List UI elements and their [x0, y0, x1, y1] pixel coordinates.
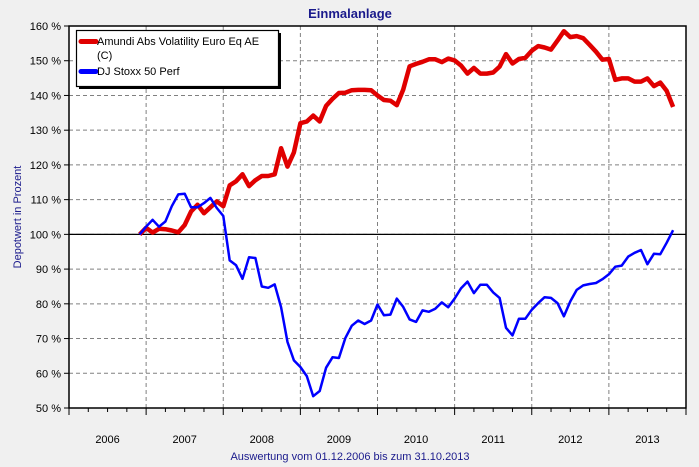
y-tick-label: 70 % — [36, 334, 61, 346]
x-tick-label: 2007 — [172, 434, 196, 446]
x-tick-label: 2011 — [481, 434, 505, 446]
y-tick-label: 110 % — [31, 195, 62, 207]
x-tick-label: 2010 — [404, 434, 428, 446]
x-tick-label: 2008 — [250, 434, 274, 446]
x-tick-label: 2009 — [327, 434, 351, 446]
y-tick-label: 60 % — [36, 368, 61, 380]
y-tick-label: 90 % — [36, 264, 61, 276]
legend-box — [75, 29, 280, 88]
y-tick-label: 50 % — [36, 403, 61, 415]
series-line-stoxx — [138, 192, 675, 398]
legend-label-amundi: Amundi Abs Volatility Euro Eq AE (C) — [97, 36, 259, 62]
legend-label-stoxx: DJ Stoxx 50 Perf — [97, 66, 180, 78]
x-tick-label: 2013 — [635, 434, 659, 446]
y-axis-label: Depotwert in Prozent — [12, 166, 24, 269]
y-tick-label: 130 % — [30, 125, 61, 137]
x-axis: 2006 2007 2008 2009 2010 2011 2012 2013 — [68, 408, 687, 446]
legend: Amundi Abs Volatility Euro Eq AE (C) DJ S… — [75, 29, 281, 89]
y-tick-label: 120 % — [30, 160, 61, 172]
chart-title: Einmalanlage — [308, 6, 392, 21]
y-tick-label: 150 % — [30, 56, 61, 68]
y-tick-label: 80 % — [36, 299, 61, 311]
y-tick-label: 100 % — [30, 229, 61, 241]
series-lines — [138, 28, 676, 398]
plot-border — [68, 25, 687, 409]
x-tick-label: 2012 — [558, 434, 582, 446]
x-tick-label: 2006 — [95, 434, 119, 446]
y-tick-label: 160 % — [30, 21, 61, 33]
y-axis: 50 % 60 % 70 % 80 % 90 % 100 % 110 % 120 % 130 %… — [30, 21, 69, 415]
series-line-amundi — [138, 28, 676, 236]
y-tick-label: 140 % — [30, 90, 61, 102]
footnote: Auswertung vom 01.12.2006 bis zum 31.10.… — [230, 451, 469, 463]
